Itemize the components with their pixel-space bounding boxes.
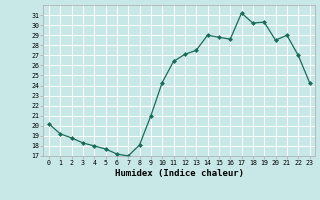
X-axis label: Humidex (Indice chaleur): Humidex (Indice chaleur)	[115, 169, 244, 178]
